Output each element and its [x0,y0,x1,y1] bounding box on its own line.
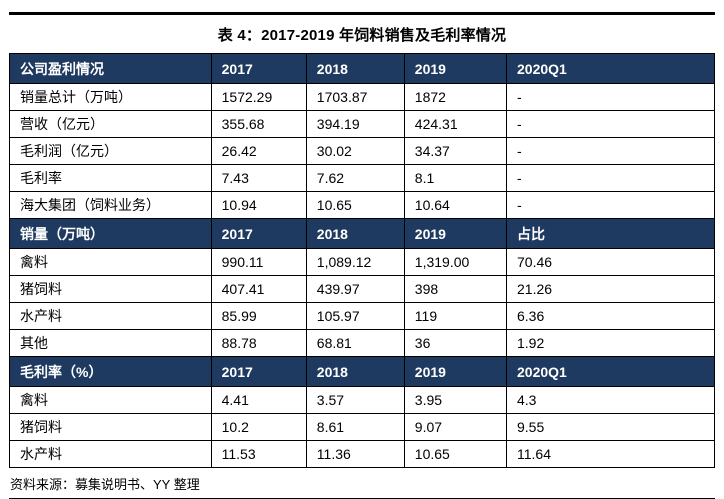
value-cell: 6.36 [506,302,715,330]
source-note: 资料来源：募集说明书、YY 整理 [10,477,200,492]
value-cell: 21.26 [506,275,715,303]
section-header-label-cell: 公司盈利情况 [9,53,212,84]
table-row: 猪饲料 407.41 439.97 398 21.26 [9,275,715,303]
value-cell: 1,089.12 [305,248,405,276]
value-cell: 7.43 [210,164,307,192]
table-title: 表 4：2017-2019 年饲料销售及毛利率情况 [217,27,507,44]
row-label-cell: 销量总计（万吨） [9,83,212,111]
value-cell: 10.65 [305,191,405,219]
top-rule [9,12,715,15]
row-label-cell: 毛利率 [9,164,212,192]
section-header-cell: 2018 [305,218,405,249]
value-cell: 1.92 [506,329,715,357]
value-cell: 1703.87 [305,83,405,111]
value-cell: 10.65 [403,440,508,468]
section-header-row: 毛利率（%） 2017 2018 2019 2020Q1 [9,356,715,387]
value-cell: 4.3 [506,386,715,414]
value-cell: 7.62 [305,164,405,192]
row-label-cell: 毛利润（亿元） [9,137,212,165]
value-cell: 9.55 [506,413,715,441]
table-row: 禽料 990.11 1,089.12 1,319.00 70.46 [9,248,715,276]
section-header-cell: 2018 [305,356,405,387]
section-header-cell: 2020Q1 [506,53,715,84]
section-header-cell: 2017 [210,356,307,387]
table-row: 水产料 85.99 105.97 119 6.36 [9,302,715,330]
section-header-cell: 2020Q1 [506,356,715,387]
row-label-cell: 海大集团（饲料业务） [9,191,212,219]
value-cell: 1572.29 [210,83,307,111]
table-row: 猪饲料 10.2 8.61 9.07 9.55 [9,413,715,441]
table-row: 海大集团（饲料业务） 10.94 10.65 10.64- [9,191,715,219]
section-header-label-cell: 销量（万吨） [9,218,212,249]
value-cell: 105.97 [305,302,405,330]
row-label-cell: 水产料 [9,440,212,468]
value-cell: 990.11 [210,248,307,276]
section-header-label-cell: 毛利率（%） [9,356,212,387]
value-cell: 407.41 [210,275,307,303]
table-row: 其他 88.78 68.81 36 1.92 [9,329,715,357]
value-cell: 10.64 [403,191,508,219]
section-header-cell: 2019 [403,53,508,84]
value-cell: 398 [403,275,508,303]
value-cell: 10.94 [210,191,307,219]
value-cell: 11.53 [210,440,307,468]
value-cell: 26.42 [210,137,307,165]
value-cell: 4.41 [210,386,307,414]
value-cell: 9.07 [403,413,508,441]
value-cell: 424.31 [403,110,508,138]
row-label-cell: 其他 [9,329,212,357]
value-cell: 1,319.00 [403,248,508,276]
row-label-cell: 水产料 [9,302,212,330]
section-header-row: 销量（万吨） 2017 2018 2019 占比 [9,218,715,249]
value-cell: - [506,137,715,165]
value-cell: - [506,164,715,192]
value-cell: 68.81 [305,329,405,357]
section-header-row: 公司盈利情况 2017 2018 2019 2020Q1 [9,53,715,84]
value-cell: 36 [403,329,508,357]
row-label-cell: 猪饲料 [9,275,212,303]
value-cell: 70.46 [506,248,715,276]
value-cell: 30.02 [305,137,405,165]
value-cell: - [506,83,715,111]
table-row: 销量总计（万吨） 1572.29 1703.87 1872- [9,83,715,111]
section-header-cell: 2017 [210,53,307,84]
section-header-cell: 2017 [210,218,307,249]
row-label-cell: 猪饲料 [9,413,212,441]
feed-table-body: 公司盈利情况 2017 2018 2019 2020Q1 销量总计（万吨） 1572.29 1… [9,53,715,468]
feed-table: 公司盈利情况 2017 2018 2019 2020Q1 销量总计（万吨） 1572.29 1… [9,53,715,468]
row-label-cell: 营收（亿元） [9,110,212,138]
table-row: 禽料 4.41 3.57 3.95 4.3 [9,386,715,414]
value-cell: 85.99 [210,302,307,330]
value-cell: - [506,191,715,219]
table-row: 营收（亿元） 355.68 394.19 424.31- [9,110,715,138]
value-cell: 88.78 [210,329,307,357]
table-row: 毛利润（亿元） 26.42 30.02 34.37- [9,137,715,165]
value-cell: - [506,110,715,138]
row-label-cell: 禽料 [9,386,212,414]
value-cell: 8.1 [403,164,508,192]
value-cell: 8.61 [305,413,405,441]
value-cell: 1872 [403,83,508,111]
value-cell: 11.36 [305,440,405,468]
section-header-cell: 2019 [403,356,508,387]
value-cell: 34.37 [403,137,508,165]
value-cell: 439.97 [305,275,405,303]
value-cell: 355.68 [210,110,307,138]
value-cell: 3.95 [403,386,508,414]
value-cell: 11.64 [506,440,715,468]
section-header-cell: 2019 [403,218,508,249]
value-cell: 119 [403,302,508,330]
section-header-cell: 占比 [506,218,715,249]
row-label-cell: 禽料 [9,248,212,276]
value-cell: 3.57 [305,386,405,414]
table-row: 水产料 11.53 11.36 10.65 11.64 [9,440,715,468]
value-cell: 394.19 [305,110,405,138]
section-header-cell: 2018 [305,53,405,84]
value-cell: 10.2 [210,413,307,441]
table-row: 毛利率 7.43 7.62 8.1- [9,164,715,192]
